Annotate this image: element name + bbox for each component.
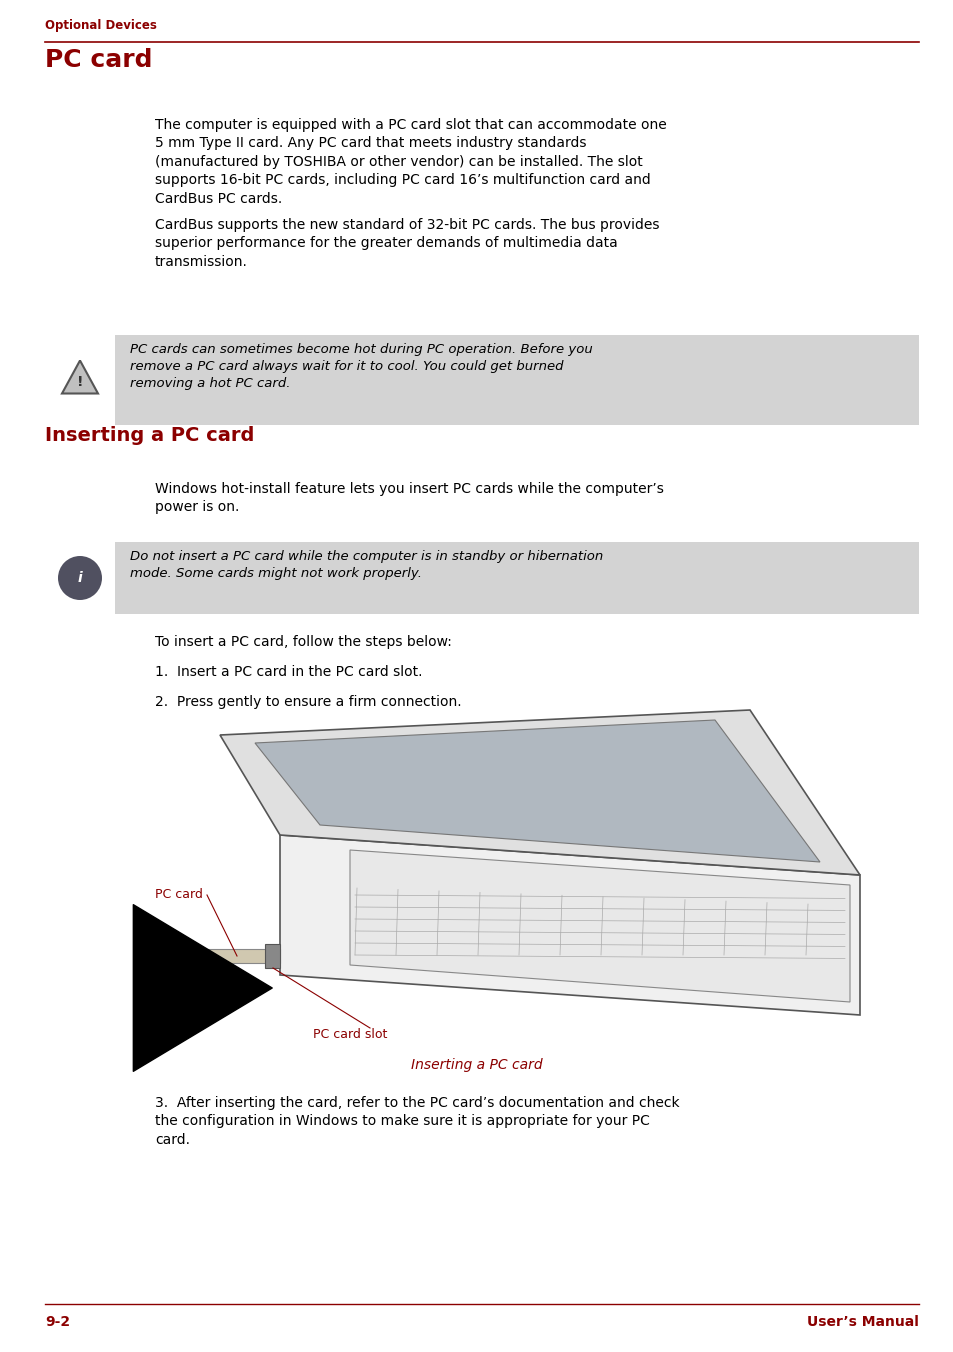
Polygon shape bbox=[62, 361, 98, 393]
Text: Windows hot-install feature lets you insert PC cards while the computer’s
power : Windows hot-install feature lets you ins… bbox=[154, 483, 663, 514]
Text: To insert a PC card, follow the steps below:: To insert a PC card, follow the steps be… bbox=[154, 635, 452, 649]
Text: Inserting a PC card: Inserting a PC card bbox=[411, 1059, 542, 1072]
Text: 9-2: 9-2 bbox=[45, 1315, 71, 1329]
Text: CardBus supports the new standard of 32-bit PC cards. The bus provides
superior : CardBus supports the new standard of 32-… bbox=[154, 218, 659, 269]
Circle shape bbox=[58, 556, 102, 600]
Text: Inserting a PC card: Inserting a PC card bbox=[45, 426, 254, 445]
Polygon shape bbox=[194, 949, 280, 963]
Text: PC card slot: PC card slot bbox=[313, 1029, 387, 1041]
Polygon shape bbox=[350, 850, 849, 1002]
Text: Do not insert a PC card while the computer is in standby or hibernation
mode. So: Do not insert a PC card while the comput… bbox=[130, 550, 602, 580]
Text: Optional Devices: Optional Devices bbox=[45, 19, 156, 32]
Text: 2.  Press gently to ensure a firm connection.: 2. Press gently to ensure a firm connect… bbox=[154, 695, 461, 708]
Polygon shape bbox=[265, 944, 280, 968]
Text: i: i bbox=[77, 571, 82, 584]
Text: 3.  After inserting the card, refer to the PC card’s documentation and check
the: 3. After inserting the card, refer to th… bbox=[154, 1096, 679, 1146]
Text: PC cards can sometimes become hot during PC operation. Before you
remove a PC ca: PC cards can sometimes become hot during… bbox=[130, 343, 592, 389]
FancyBboxPatch shape bbox=[115, 335, 918, 425]
Text: 1.  Insert a PC card in the PC card slot.: 1. Insert a PC card in the PC card slot. bbox=[154, 665, 422, 679]
Text: PC card: PC card bbox=[45, 49, 152, 72]
Polygon shape bbox=[220, 710, 859, 875]
Polygon shape bbox=[254, 721, 820, 863]
Text: User’s Manual: User’s Manual bbox=[806, 1315, 918, 1329]
FancyBboxPatch shape bbox=[115, 542, 918, 614]
Text: PC card: PC card bbox=[154, 888, 203, 902]
Text: !: ! bbox=[76, 375, 83, 389]
Text: The computer is equipped with a PC card slot that can accommodate one
5 mm Type : The computer is equipped with a PC card … bbox=[154, 118, 666, 206]
Polygon shape bbox=[280, 836, 859, 1015]
